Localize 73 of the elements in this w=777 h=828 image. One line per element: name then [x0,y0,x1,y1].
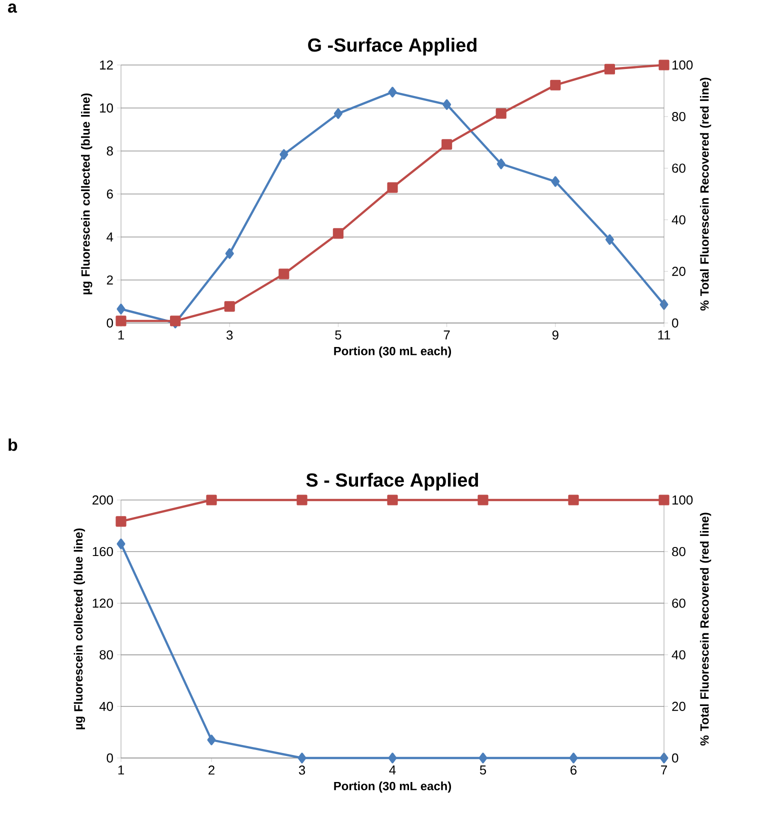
y2-tick-label: 80 [672,547,686,556]
x-tick-label: 7 [661,766,667,774]
point [388,752,397,764]
y2-axis-title: % Total Fluorescein Recovered (red line) [700,78,712,311]
x-axis-title: Portion (30 mL each) [334,346,452,358]
point [551,176,560,187]
y2-axis-title: % Total Fluorescein Recovered (red line) [700,512,712,746]
point [224,301,235,312]
point [605,234,614,245]
point [604,64,615,74]
point [116,316,126,326]
text: a [8,4,18,13]
point [280,149,288,160]
y-axis-title: µg Fluorescein collected (blue line) [74,528,86,730]
y2-tick-label: 20 [672,702,686,711]
text: b [8,438,18,451]
y-tick-label: 12 [100,60,113,70]
point [225,248,234,259]
y2-tick-label: 100 [672,60,693,70]
point [116,538,126,550]
point [658,60,670,70]
x-tick-label: 9 [552,330,558,340]
x-tick-label: 1 [118,766,124,774]
point [278,268,290,280]
y-tick-label: 6 [106,189,113,199]
y-tick-label: 160 [92,547,113,556]
y2-tick-label: 0 [672,318,678,328]
x-tick-label: 4 [389,766,396,774]
y-tick-label: 8 [106,146,113,156]
y-tick-label: 10 [100,103,113,113]
x-tick-label: 2 [208,766,214,775]
y2-tick-label: 40 [672,650,686,660]
x-tick-label: 5 [335,330,342,340]
y-tick-label: 200 [92,495,113,505]
x-tick-label: 3 [226,330,233,340]
y-tick-label: 2 [106,275,113,285]
y2-tick-label: 20 [672,266,686,276]
chart-title: G -Surface Applied [308,38,476,56]
x-tick-label: 7 [444,330,450,340]
y-axis-title: µg Fluorescein collected (blue line) [81,93,92,294]
y2-tick-label: 60 [672,164,686,173]
point [116,304,126,314]
y2-tick-label: 60 [672,598,686,608]
x-tick-label: 6 [570,766,577,775]
y-tick-label: 40 [99,702,113,711]
point [569,752,578,764]
y2-tick-label: 100 [672,495,693,505]
point [387,182,398,193]
y-tick-label: 0 [106,318,113,328]
point [442,139,452,150]
point [478,752,488,764]
x-axis-title: Portion (30 mL each) [334,782,452,793]
y-tick-label: 4 [106,232,114,242]
point [332,228,344,239]
point [334,108,342,119]
x-tick-label: 1 [118,330,124,340]
point [496,108,506,119]
chart-title: S - Surface Applied [306,472,478,490]
y2-tick-label: 0 [672,753,678,763]
y-tick-label: 120 [92,598,113,608]
y-tick-label: 0 [106,753,113,763]
x-tick-label: 5 [480,766,486,775]
point [550,80,561,90]
point [298,752,306,764]
x-tick-label: 11 [658,330,670,340]
point [388,86,397,98]
y2-tick-label: 40 [672,215,686,224]
y2-tick-label: 80 [672,112,686,122]
point [442,99,452,110]
point [207,734,216,746]
x-tick-label: 3 [298,766,306,775]
point [496,158,506,170]
y-tick-label: 80 [100,650,113,660]
